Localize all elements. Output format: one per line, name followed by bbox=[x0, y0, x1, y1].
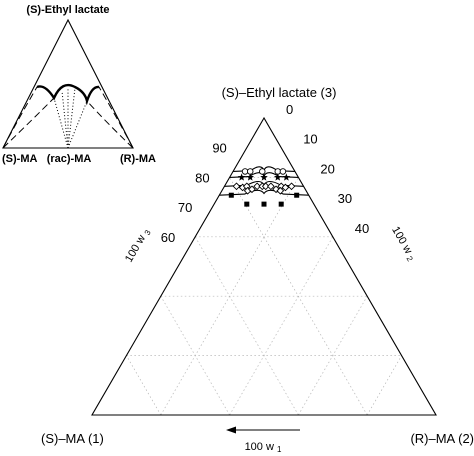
inset-dotted-4 bbox=[67, 87, 76, 149]
marker-diamond-12 bbox=[287, 182, 296, 191]
inset-dashed-left-inner bbox=[2, 97, 55, 149]
right-tick-10: 10 bbox=[303, 132, 317, 147]
marker-star-1 bbox=[246, 173, 255, 181]
marker-square-3 bbox=[278, 201, 284, 207]
right-tick-30: 30 bbox=[338, 191, 352, 206]
inset-liquidus-curve bbox=[36, 83, 100, 106]
marker-square-0 bbox=[228, 192, 234, 198]
left-tick-60: 60 bbox=[161, 230, 175, 245]
inset-title: (S)-Ethyl lactate bbox=[26, 4, 109, 16]
marker-diamond-0 bbox=[232, 182, 241, 191]
left-tick-90: 90 bbox=[212, 141, 226, 156]
right-vertex-label: (R)–MA (2) bbox=[410, 431, 474, 446]
grid-line-w2-40 bbox=[229, 236, 334, 416]
marker-star-3 bbox=[273, 173, 282, 181]
inset-dotted-1 bbox=[53, 97, 69, 149]
marker-square-1 bbox=[244, 201, 250, 207]
inset-dashed-right-outer bbox=[98, 86, 134, 149]
grid-line-w2-80 bbox=[366, 355, 402, 416]
main-triangle bbox=[91, 116, 437, 416]
apex-label: (S)–Ethyl lactate (3) bbox=[222, 85, 337, 100]
marker-diamond-13 bbox=[276, 186, 285, 195]
inset-dashed-right-inner bbox=[86, 100, 134, 149]
inset-label-left: (S)-MA bbox=[2, 153, 37, 165]
marker-star-4 bbox=[282, 173, 291, 181]
inset-label-middle: (rac)-MA bbox=[47, 153, 92, 165]
inset-label-right: (R)-MA bbox=[120, 153, 156, 165]
right-tick-0: 0 bbox=[286, 102, 293, 117]
left-tick-70: 70 bbox=[178, 200, 192, 215]
marker-circle-4 bbox=[279, 168, 287, 175]
grid-line-w1-60 bbox=[160, 296, 230, 416]
right-tick-20: 20 bbox=[320, 161, 334, 176]
grid-line-w1-80 bbox=[126, 355, 162, 416]
left-axis-title: 100 w 3 bbox=[123, 226, 153, 265]
grid-lines bbox=[126, 177, 402, 416]
left-vertex-label: (S)–MA (1) bbox=[41, 431, 104, 446]
left-tick-80: 80 bbox=[195, 170, 209, 185]
inset-dotted-5 bbox=[67, 100, 88, 149]
right-tick-40: 40 bbox=[355, 221, 369, 236]
inset-schematic: (S)-Ethyl lactate (S)-MA (rac)-MA (R)-MA bbox=[2, 4, 156, 165]
marker-circle-2 bbox=[259, 168, 266, 175]
marker-diamond-5 bbox=[253, 182, 261, 191]
marker-star-2 bbox=[260, 173, 268, 181]
inset-dashed-left-outer bbox=[2, 86, 38, 149]
marker-diamond-11 bbox=[281, 183, 290, 192]
marker-diamond-9 bbox=[272, 185, 280, 194]
marker-diamond-7 bbox=[261, 182, 270, 191]
inset-dotted-2 bbox=[61, 90, 69, 149]
bottom-axis-title: 100 w 1 bbox=[245, 441, 282, 454]
marker-star-0 bbox=[237, 173, 246, 181]
marker-diamond-4 bbox=[248, 185, 256, 194]
data-markers bbox=[228, 168, 300, 207]
marker-square-2 bbox=[261, 201, 267, 207]
marker-square-4 bbox=[294, 192, 300, 198]
marker-diamond-8 bbox=[267, 182, 275, 191]
grid-line-w2-60 bbox=[298, 296, 368, 416]
right-axis-title: 100 w 2 bbox=[388, 225, 418, 264]
bottom-axis-arrowhead bbox=[226, 426, 236, 434]
grid-line-w1-40 bbox=[194, 236, 299, 416]
